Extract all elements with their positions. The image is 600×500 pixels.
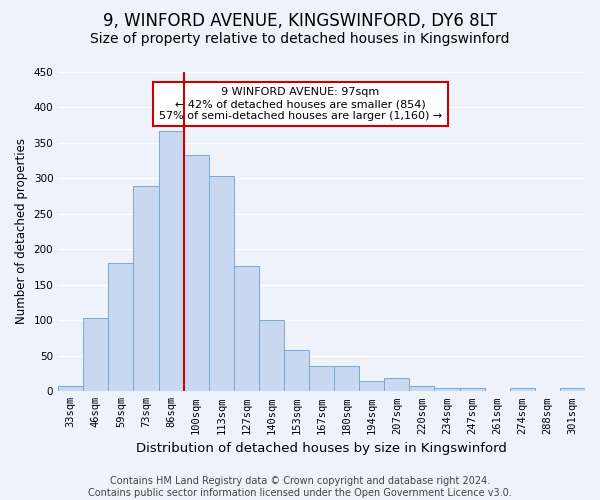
Bar: [434, 388, 460, 392]
Bar: [409, 386, 434, 392]
Bar: [460, 388, 485, 392]
X-axis label: Distribution of detached houses by size in Kingswinford: Distribution of detached houses by size …: [136, 442, 507, 455]
Bar: [83, 318, 109, 392]
Bar: [209, 176, 234, 392]
Text: Contains HM Land Registry data © Crown copyright and database right 2024.
Contai: Contains HM Land Registry data © Crown c…: [88, 476, 512, 498]
Bar: [109, 264, 133, 392]
Bar: [133, 186, 158, 392]
Bar: [284, 350, 309, 392]
Text: 9, WINFORD AVENUE, KINGSWINFORD, DY6 8LT: 9, WINFORD AVENUE, KINGSWINFORD, DY6 8LT: [103, 12, 497, 30]
Bar: [385, 378, 409, 392]
Y-axis label: Number of detached properties: Number of detached properties: [15, 138, 28, 324]
Bar: [184, 154, 209, 392]
Bar: [510, 388, 535, 392]
Bar: [259, 320, 284, 392]
Bar: [234, 266, 259, 392]
Bar: [359, 380, 385, 392]
Text: Size of property relative to detached houses in Kingswinford: Size of property relative to detached ho…: [90, 32, 510, 46]
Text: 9 WINFORD AVENUE: 97sqm
← 42% of detached houses are smaller (854)
57% of semi-d: 9 WINFORD AVENUE: 97sqm ← 42% of detache…: [159, 88, 442, 120]
Bar: [309, 366, 334, 392]
Bar: [58, 386, 83, 392]
Bar: [334, 366, 359, 392]
Bar: [560, 388, 585, 392]
Bar: [158, 131, 184, 392]
